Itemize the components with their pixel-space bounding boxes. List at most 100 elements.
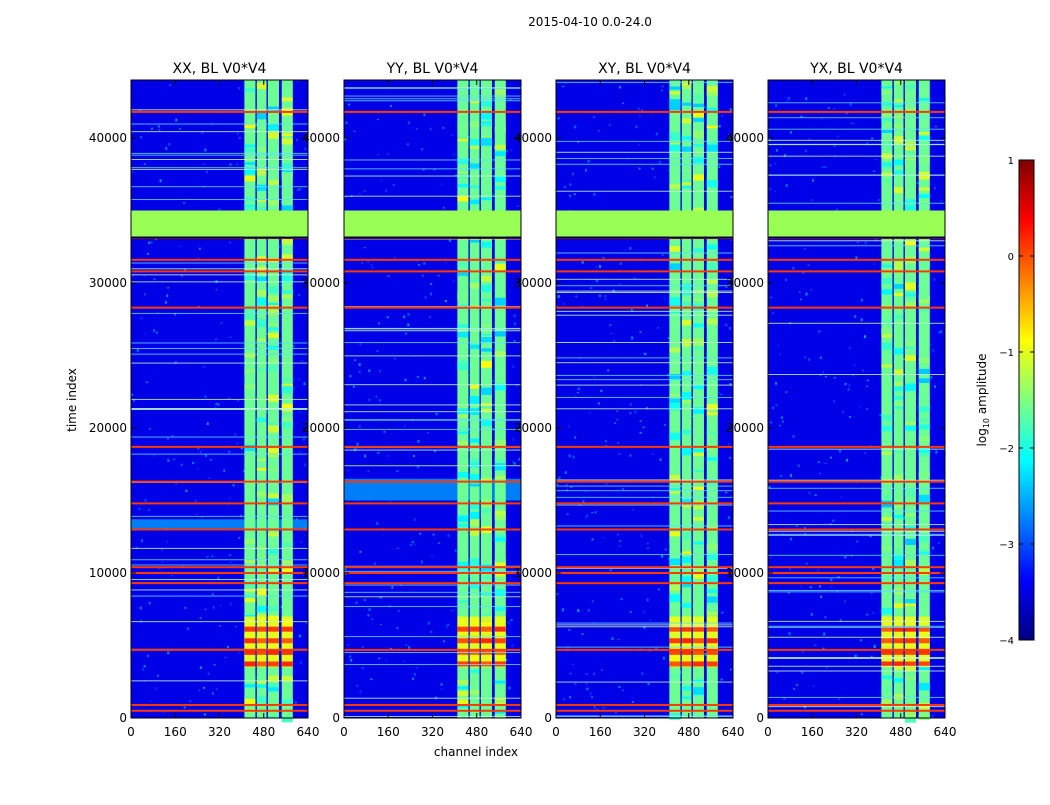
rfi-texture [918,436,930,442]
noise-cell [204,454,207,457]
rfi-texture [267,687,279,692]
time-stripe [344,419,521,421]
rfi-texture [480,241,492,248]
noise-cell [138,508,141,510]
noise-cell [641,109,644,112]
noise-cell [634,410,637,414]
time-stripe [344,328,521,330]
noise-cell [155,331,158,334]
noise-cell [266,332,269,335]
rfi-texture [244,162,256,165]
rfi-texture [692,407,704,414]
noise-cell [875,239,878,241]
rfi-texture [706,318,718,325]
noise-cell [651,453,654,455]
rfi-texture [706,575,718,582]
noise-cell [439,183,442,185]
noise-cell [849,102,852,106]
noise-cell [833,399,836,403]
rfi-texture [256,681,267,686]
noise-cell [852,374,855,377]
noise-cell [843,600,846,603]
time-stripe [131,589,308,591]
noise-cell [131,393,134,396]
noise-cell [492,380,495,382]
noise-cell [219,605,222,607]
y-tick-label: 0 [756,711,764,725]
rfi-texture [457,183,469,188]
noise-cell [150,127,153,130]
x-tick-label: 0 [764,725,772,739]
rfi-texture [256,458,267,461]
panel-2: XY, BL V0*V4 0 160 320 480 640 0 10000 20000 3000… [514,61,745,739]
noise-cell [234,625,237,628]
rfi-texture [881,172,893,177]
noise-cell [575,295,578,298]
noise-cell [148,602,151,605]
noise-cell [651,114,654,116]
noise-cell [661,254,664,256]
noise-cell [447,623,450,626]
noise-cell [201,131,204,134]
noise-cell [935,125,938,128]
hot-row [344,110,521,113]
noise-cell [810,612,813,616]
rfi-texture [706,107,718,113]
noise-cell [774,191,777,193]
rfi-hot-cell [256,649,267,655]
rfi-texture [267,548,279,555]
panel-3: YX, BL V0*V4 0 160 320 480 640 0 10000 20000 3000… [726,61,957,739]
rfi-texture [281,717,293,723]
noise-cell [363,598,366,602]
rfi-texture [281,131,293,135]
noise-cell [659,458,662,461]
noise-cell [853,364,856,366]
noise-cell [242,346,245,348]
rfi-texture [457,441,469,445]
x-tick-label: 0 [552,725,560,739]
noise-cell [571,172,574,176]
rfi-texture [267,199,279,206]
rfi-texture [267,345,279,350]
noise-cell [585,515,588,518]
rfi-hot-cell [469,661,480,667]
noise-cell [661,554,664,558]
noise-cell [824,462,827,464]
hot-row [131,306,308,309]
rfi-texture [706,411,718,416]
noise-cell [557,295,560,298]
time-stripe [768,636,945,638]
rfi-texture [881,686,893,694]
noise-cell [255,676,258,679]
noise-cell [479,593,482,596]
hot-row [768,445,945,448]
rfi-texture [244,538,256,545]
rfi-hot-cell [706,626,718,632]
rfi-texture [244,196,256,202]
rfi-texture [918,132,930,135]
rfi-texture [267,569,279,572]
noise-cell [565,483,568,486]
rfi-texture [706,142,718,145]
time-stripe [768,656,945,658]
rfi-texture [692,144,704,147]
noise-cell [649,619,652,622]
hot-row [131,582,308,585]
x-tick-label: 320 [421,725,444,739]
noise-cell [600,389,603,393]
noise-cell [940,199,943,203]
time-stripe [556,525,733,527]
rfi-texture [244,384,256,389]
rfi-texture [881,177,893,183]
noise-cell [132,125,135,128]
rfi-hot-cell [669,661,681,667]
rfi-texture [669,310,681,314]
noise-cell [377,153,380,156]
rfi-texture [669,402,681,411]
rfi-texture [706,554,718,561]
rfi-texture [669,490,681,494]
noise-cell [789,537,792,541]
noise-cell [140,539,143,542]
hot-row [768,572,945,574]
noise-cell [266,410,269,414]
